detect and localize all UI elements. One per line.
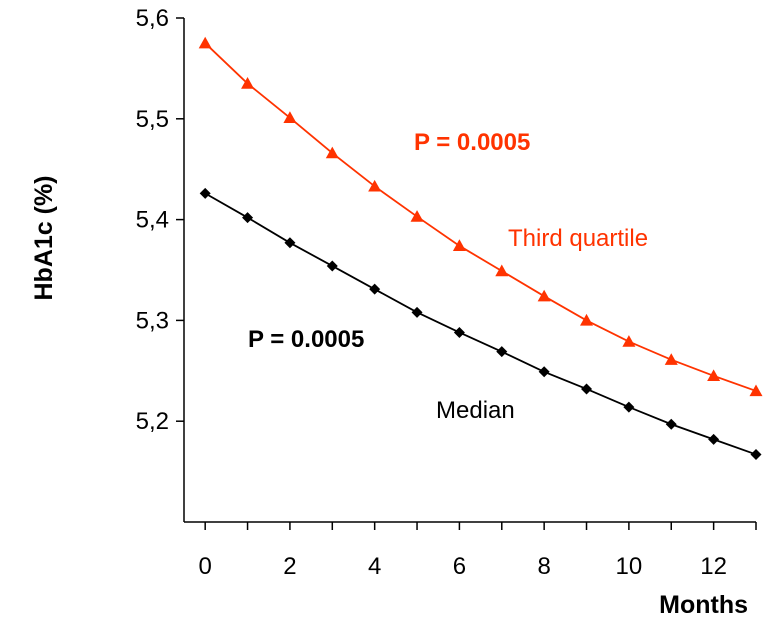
y-tick-label: 5,5 <box>136 106 169 133</box>
data-point-median <box>284 237 296 249</box>
y-ticks: 5,2 5,3 5,4 5,5 5,6 <box>136 5 184 435</box>
data-point-third-quartile <box>325 146 339 159</box>
x-tick-label: 12 <box>700 553 727 580</box>
x-tick-label: 4 <box>368 553 381 580</box>
data-point-third-quartile <box>410 210 424 222</box>
data-point-median <box>242 212 254 224</box>
series-layer <box>198 36 763 460</box>
data-point-third-quartile <box>707 369 721 382</box>
data-point-median <box>708 433 720 445</box>
x-tick-label: 0 <box>199 553 212 580</box>
data-point-median <box>411 306 423 318</box>
series-line-third-quartile <box>204 42 757 392</box>
y-axis-title: HbA1c (%) <box>30 175 58 300</box>
data-point-third-quartile <box>749 384 763 397</box>
data-point-median <box>538 366 550 378</box>
y-tick-label: 5,2 <box>136 408 169 435</box>
annotation-p-value-median: P = 0.0005 <box>248 326 364 353</box>
data-point-median <box>453 326 465 338</box>
data-point-median <box>369 283 381 295</box>
data-point-third-quartile <box>368 179 382 192</box>
data-point-median <box>581 383 593 395</box>
annotation-third-quartile: Third quartile <box>508 225 648 252</box>
labels-layer: HbA1c (%) Months P = 0.0005 Third quarti… <box>30 129 748 619</box>
y-tick-label: 5,3 <box>136 307 169 334</box>
data-point-third-quartile <box>283 111 297 123</box>
x-tick-label: 8 <box>537 553 550 580</box>
data-point-median <box>496 346 508 358</box>
data-point-median <box>199 187 211 199</box>
series-line-median <box>204 192 757 456</box>
data-point-median <box>665 418 677 430</box>
annotation-median: Median <box>436 397 515 424</box>
x-tick-label: 6 <box>453 553 466 580</box>
x-axis-title: Months <box>659 591 748 619</box>
data-point-third-quartile <box>537 289 551 302</box>
data-point-third-quartile <box>622 335 636 347</box>
y-tick-label: 5,4 <box>136 207 169 234</box>
data-point-third-quartile <box>452 239 466 252</box>
data-point-third-quartile <box>198 36 212 49</box>
data-point-third-quartile <box>580 313 594 326</box>
data-point-third-quartile <box>664 353 678 365</box>
y-tick-label: 5,6 <box>136 5 169 32</box>
data-point-median <box>750 448 762 460</box>
x-ticks: 0 2 4 6 8 10 12 <box>199 522 757 580</box>
data-point-median <box>623 401 635 413</box>
annotation-p-value-third-quartile: P = 0.0005 <box>414 129 530 156</box>
x-tick-label: 10 <box>616 553 643 580</box>
data-point-median <box>326 260 338 272</box>
data-point-third-quartile <box>241 77 255 89</box>
data-point-third-quartile <box>495 264 509 277</box>
x-tick-label: 2 <box>283 553 296 580</box>
axes <box>183 18 756 523</box>
